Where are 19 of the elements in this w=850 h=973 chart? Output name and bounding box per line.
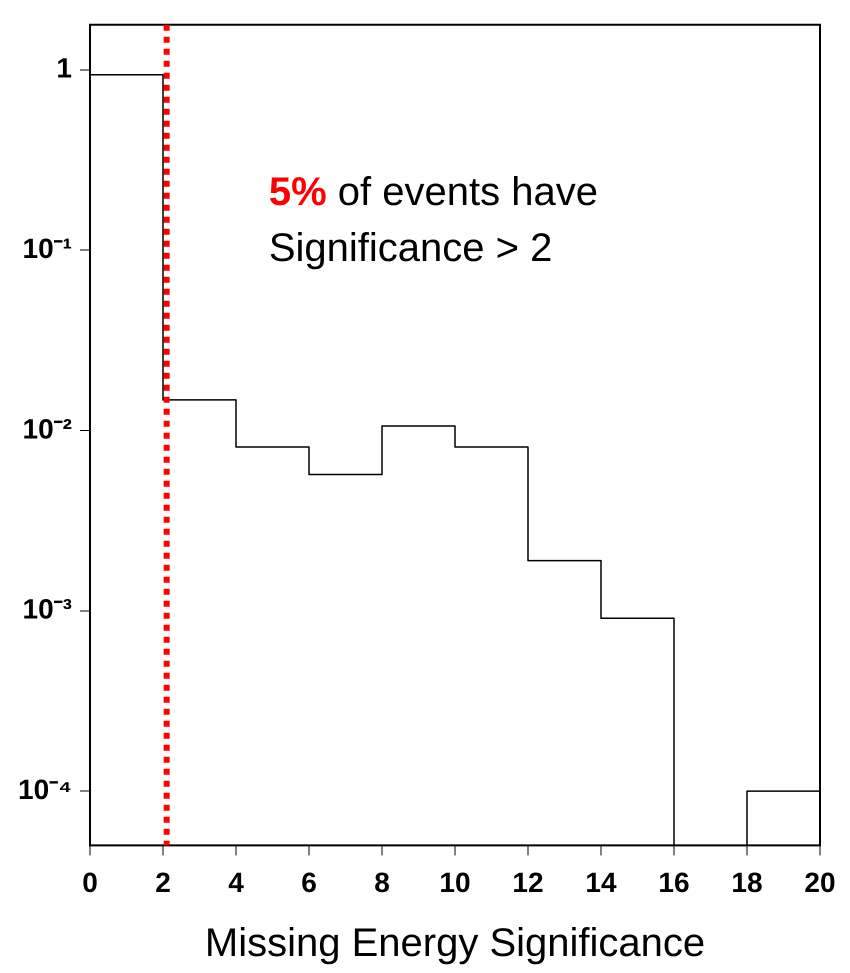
x-tick-label: 8	[374, 866, 390, 898]
y-tick-label: 10⁻⁴	[18, 774, 72, 805]
y-tick-label: 10⁻³	[22, 594, 72, 625]
x-tick-label: 16	[658, 866, 690, 898]
x-tick-label: 6	[301, 866, 317, 898]
x-tick-label: 0	[82, 866, 98, 898]
y-tick-label: 10⁻²	[22, 413, 72, 444]
x-tick-label: 18	[731, 866, 763, 898]
annotation: Significance > 2	[268, 226, 552, 270]
x-tick-label: 10	[439, 866, 471, 898]
x-tick-label: 14	[585, 866, 617, 898]
x-tick-label: 20	[804, 866, 836, 898]
x-axis-title: Missing Energy Significance	[204, 921, 706, 966]
x-tick-label: 2	[155, 866, 171, 898]
x-tick-label: 12	[512, 866, 544, 898]
y-tick-label: 1	[56, 52, 72, 84]
x-tick-label: 4	[228, 866, 244, 898]
annotation: 5% of events have	[268, 170, 598, 214]
y-tick-label: 10⁻¹	[22, 232, 72, 264]
